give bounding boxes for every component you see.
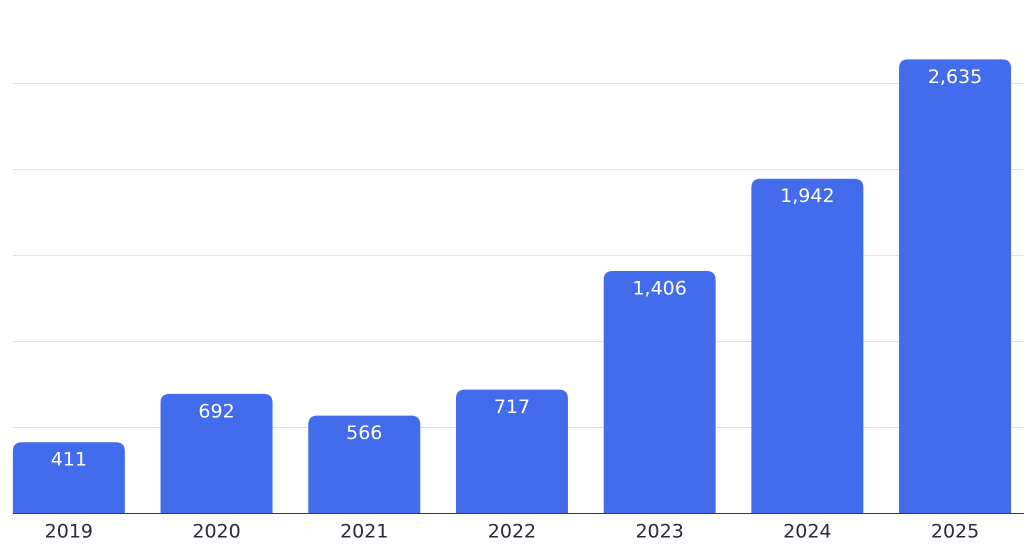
x-tick-label: 2024: [783, 521, 831, 543]
x-tick-label: 2022: [488, 521, 536, 543]
bar: [603, 270, 716, 513]
x-tick-label: 2021: [340, 521, 388, 543]
value-label: 2,635: [928, 66, 982, 88]
bar: [751, 178, 864, 513]
value-label: 411: [51, 449, 87, 471]
value-label: 1,406: [632, 277, 686, 299]
value-label: 717: [494, 396, 530, 418]
x-tick-label: 2019: [45, 521, 93, 543]
value-label: 692: [198, 400, 234, 422]
bar: [12, 442, 125, 513]
bar: [308, 415, 421, 513]
value-label: 1,942: [780, 185, 834, 207]
value-label: 566: [346, 422, 382, 444]
bar: [455, 389, 568, 513]
x-tick-label: 2023: [635, 521, 683, 543]
bar: [160, 393, 273, 513]
x-tick-label: 2025: [931, 521, 979, 543]
bar: [899, 59, 1012, 514]
x-tick-label: 2020: [192, 521, 240, 543]
